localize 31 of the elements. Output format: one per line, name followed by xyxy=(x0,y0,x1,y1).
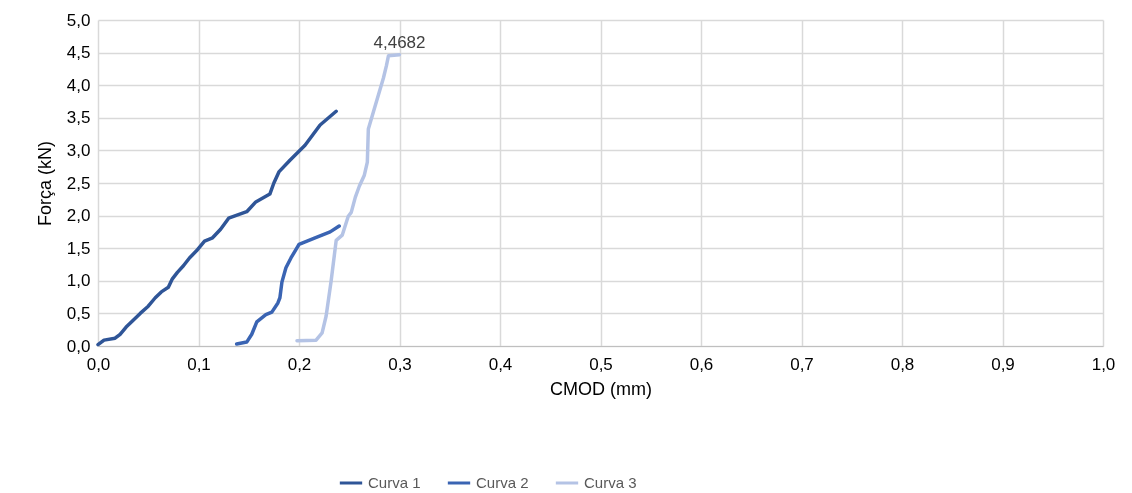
x-tick-label: 1,0 xyxy=(1091,354,1116,374)
y-tick-label: 0,5 xyxy=(66,303,91,323)
x-tick-label: 0,7 xyxy=(790,354,814,374)
y-tick-label: 4,5 xyxy=(66,43,91,63)
y-tick-label: 2,5 xyxy=(66,173,91,193)
x-tick-label: 0,1 xyxy=(187,354,211,374)
y-tick-label: 5,0 xyxy=(66,10,91,30)
x-tick-label: 0,8 xyxy=(890,354,915,374)
legend-label: Curva 1 xyxy=(368,474,421,491)
x-tick-label: 0,5 xyxy=(589,354,613,374)
legend-label: Curva 3 xyxy=(584,474,637,491)
x-tick-label: 0,6 xyxy=(689,354,714,374)
line-series xyxy=(234,224,341,346)
x-axis-title: CMOD (mm) xyxy=(550,378,652,399)
line-series xyxy=(295,52,402,343)
x-tick-label: 0,4 xyxy=(488,354,513,374)
x-tick-label: 0,2 xyxy=(287,354,312,374)
line-series xyxy=(96,109,338,347)
y-tick-label: 1,5 xyxy=(66,238,91,258)
x-tick-label: 0,9 xyxy=(991,354,1015,374)
x-tick-label: 0,3 xyxy=(388,354,412,374)
x-tick-label: 0,0 xyxy=(86,354,111,374)
y-tick-label: 2,0 xyxy=(66,206,91,226)
y-tick-label: 1,0 xyxy=(66,271,91,291)
legend-label: Curva 2 xyxy=(476,474,529,491)
y-axis-title: Força (kN) xyxy=(34,141,55,226)
y-tick-label: 0,0 xyxy=(66,336,91,356)
y-tick-label: 4,0 xyxy=(66,75,91,95)
annotation: 4,4682 xyxy=(373,32,426,52)
y-tick-label: 3,5 xyxy=(66,108,91,128)
y-tick-label: 3,0 xyxy=(66,140,91,160)
